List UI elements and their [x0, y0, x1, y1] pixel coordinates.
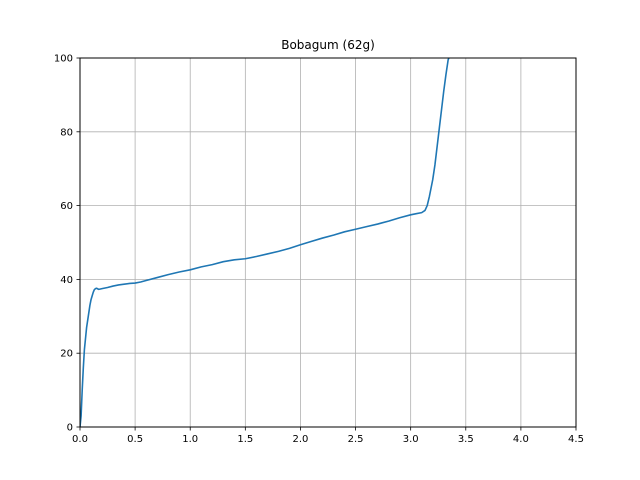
- y-tick-label: 0: [67, 423, 73, 434]
- x-axis: 0.0 0.5 1.0 1.5 2.0 2.5 3.0 3.5 4.0 4.5: [72, 427, 584, 445]
- x-tick-label: 2.0: [292, 434, 308, 445]
- y-tick-label: 100: [54, 54, 73, 65]
- plot-area: [80, 58, 576, 427]
- x-tick-label: 3.0: [403, 434, 419, 445]
- x-tick-label: 3.5: [458, 434, 474, 445]
- x-tick-label: 1.5: [237, 434, 253, 445]
- x-tick-label: 2.5: [348, 434, 364, 445]
- x-tick-label: 0.0: [72, 434, 88, 445]
- series-line-0: [80, 58, 450, 427]
- chart-title: Bobagum (62g): [281, 38, 375, 52]
- series-layer: [80, 58, 450, 427]
- y-axis: 0 20 40 60 80 100: [54, 54, 80, 434]
- y-tick-label: 60: [60, 201, 73, 212]
- x-tick-label: 4.5: [568, 434, 584, 445]
- y-tick-label: 20: [60, 349, 73, 360]
- y-tick-label: 40: [60, 275, 73, 286]
- x-tick-label: 1.0: [182, 434, 198, 445]
- x-tick-label: 0.5: [127, 434, 143, 445]
- y-tick-label: 80: [60, 127, 73, 138]
- x-tick-label: 4.0: [513, 434, 529, 445]
- plot-frame: [79, 57, 577, 428]
